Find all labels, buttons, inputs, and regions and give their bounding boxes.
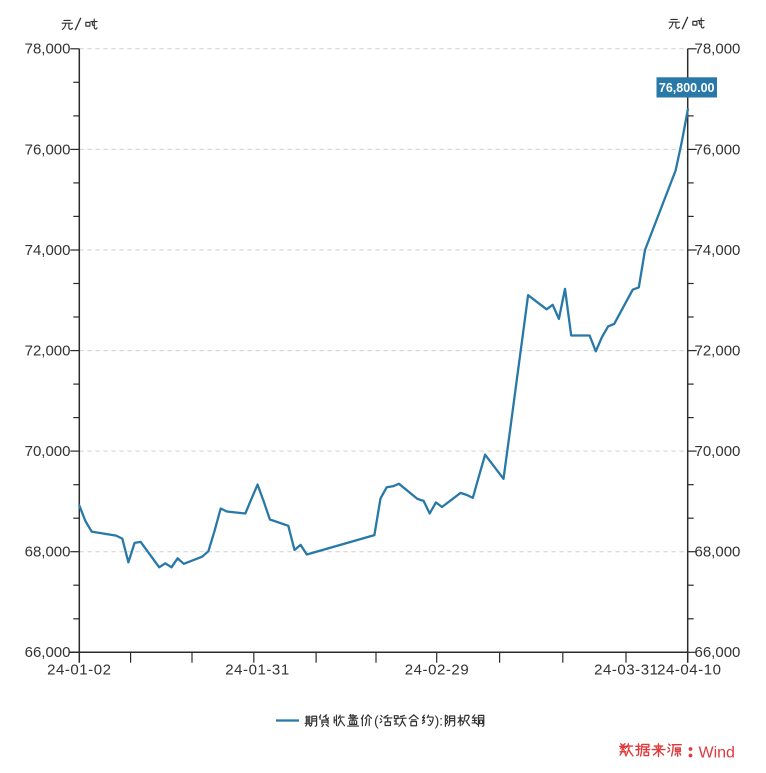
svg-text:76,000: 76,000 <box>25 141 71 158</box>
svg-text:66,000: 66,000 <box>695 644 741 661</box>
svg-text:72,000: 72,000 <box>695 342 741 359</box>
svg-text:): ) <box>435 713 440 729</box>
svg-text:Wind: Wind <box>699 745 735 762</box>
svg-text:24-03-31: 24-03-31 <box>594 662 658 679</box>
svg-text:68,000: 68,000 <box>695 544 741 561</box>
svg-text:72,000: 72,000 <box>25 342 71 359</box>
svg-text:78,000: 78,000 <box>25 41 71 58</box>
svg-text:78,000: 78,000 <box>695 41 741 58</box>
svg-text:24-04-10: 24-04-10 <box>657 662 721 679</box>
svg-text:68,000: 68,000 <box>25 544 71 561</box>
svg-text:66,000: 66,000 <box>25 644 71 661</box>
svg-text:74,000: 74,000 <box>695 242 741 259</box>
svg-text:70,000: 70,000 <box>695 443 741 460</box>
svg-text:(: ( <box>374 713 379 729</box>
svg-text:74,000: 74,000 <box>25 242 71 259</box>
svg-text:70,000: 70,000 <box>25 443 71 460</box>
svg-text:76,000: 76,000 <box>695 141 741 158</box>
svg-text:24-01-02: 24-01-02 <box>47 662 111 679</box>
svg-text:24-01-31: 24-01-31 <box>225 662 289 679</box>
svg-text:76,800.00: 76,800.00 <box>659 81 715 95</box>
svg-text:24-02-29: 24-02-29 <box>405 662 469 679</box>
svg-text::: : <box>439 713 443 729</box>
